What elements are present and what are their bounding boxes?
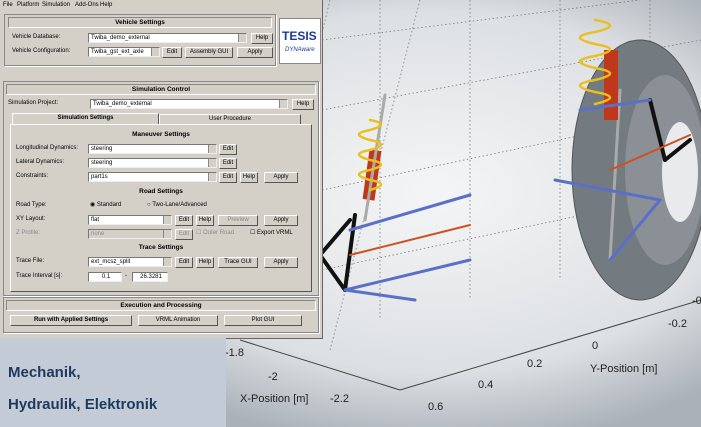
dropdown[interactable]: flat (88, 215, 172, 225)
y-tick-label: 0.4 (478, 379, 493, 391)
group-title: Maneuver Settings (12, 130, 310, 139)
y-tick-label: 0 (592, 340, 598, 352)
button[interactable]: Help (240, 172, 258, 183)
x-tick-label: -1.8 (225, 347, 244, 359)
button[interactable]: Help (251, 33, 273, 44)
separator: - (125, 272, 127, 281)
checkbox[interactable]: ☐ Export VRML (250, 229, 293, 238)
y-tick-label: 0.6 (428, 401, 443, 413)
button[interactable]: Edit (162, 47, 182, 58)
caption-panel: Mechanik, Hydraulik, Elektronik (0, 338, 226, 427)
dropdown[interactable]: none (88, 229, 172, 239)
label: XY Layout: (16, 215, 45, 224)
x-tick-label: -2 (268, 371, 278, 383)
checkbox[interactable]: ☐ Outer Road (196, 229, 234, 238)
section-title: Simulation Control (6, 84, 316, 95)
dropdown[interactable]: steering (88, 144, 217, 154)
label: Simulation Project: (8, 99, 58, 108)
button[interactable]: Preview (218, 215, 258, 226)
button[interactable]: Edit (175, 257, 193, 268)
menu-item[interactable]: Help (100, 1, 112, 10)
label: Vehicle Database: (12, 33, 60, 42)
dropdown[interactable]: Twiba_demo_external (88, 33, 247, 43)
radio[interactable]: ○ Two-Lane/Advanced (147, 201, 207, 210)
label: Constraints: (16, 172, 48, 181)
button[interactable]: Edit (219, 172, 237, 183)
button[interactable]: Assembly GUI (185, 47, 233, 58)
label: Lateral Dynamics: (16, 158, 64, 167)
text-field[interactable]: 0.1 (88, 272, 122, 282)
button[interactable]: Edit (219, 158, 237, 169)
label: Vehicle Configuration: (12, 47, 70, 56)
button[interactable]: Plot GUI (224, 315, 302, 326)
y-tick-label: -0.2 (668, 318, 687, 330)
caption-line: Hydraulik, Elektronik (8, 396, 157, 413)
group-title: Trace Settings (12, 243, 310, 252)
menu-item[interactable]: Add-Ons (75, 1, 99, 10)
screenshot: -1.8 -2 -2.2 X-Position [m] 0.6 0.4 0.2 … (0, 0, 701, 427)
y-axis-label: Y-Position [m] (590, 363, 657, 375)
dropdown[interactable]: part1s (88, 172, 217, 182)
logo: TESIS DYNAware (279, 18, 321, 64)
radio-label: Two-Lane/Advanced (152, 202, 207, 208)
menu-item[interactable]: Platform (17, 1, 39, 10)
logo-sub: DYNAware (285, 46, 315, 55)
button[interactable]: Help (196, 257, 214, 268)
y-tick-label: 0.2 (527, 358, 542, 370)
group-title: Road Settings (12, 187, 310, 196)
button[interactable]: Edit (175, 215, 193, 226)
button[interactable]: Apply (264, 172, 298, 183)
menu-item[interactable]: Simulation (42, 1, 70, 10)
label: Trace Interval [s]: (16, 272, 62, 281)
button[interactable]: Edit (175, 229, 193, 240)
menu-item[interactable]: File (3, 1, 13, 10)
caption-line: Mechanik, (8, 364, 81, 381)
button[interactable]: Run with Applied Settings (10, 315, 132, 326)
dropdown[interactable]: Twiba_gst_ext_axle (88, 47, 160, 57)
button[interactable]: Help (196, 215, 214, 226)
button[interactable]: Apply (264, 257, 298, 268)
tire (572, 40, 701, 300)
y-tick-label: -0 (692, 295, 701, 307)
checkbox-label: Outer Road (203, 230, 234, 236)
checkbox-label: Export VRML (257, 230, 293, 236)
radio-label: Standard (97, 202, 121, 208)
logo-name: TESIS (282, 30, 317, 43)
button[interactable]: Help (292, 99, 314, 110)
label: Trace File: (16, 257, 44, 266)
button[interactable]: Trace GUI (218, 257, 258, 268)
text-field[interactable]: 26.3281 (132, 272, 168, 282)
dropdown[interactable]: ext_mcsz_split (88, 257, 172, 267)
x-axis-label: X-Position [m] (240, 393, 308, 405)
label: Road Type: (16, 201, 47, 210)
section-title: Vehicle Settings (8, 17, 272, 28)
label: Longitudinal Dynamics: (16, 144, 78, 153)
dropdown[interactable]: steering (88, 158, 217, 168)
dropdown[interactable]: Twiba_demo_external (90, 99, 288, 109)
label: Z Profile: (16, 229, 40, 238)
tab[interactable]: Simulation Settings (12, 113, 159, 124)
x-tick-label: -2.2 (330, 393, 349, 405)
button[interactable]: VRML Animation (138, 315, 218, 326)
button[interactable]: Edit (219, 144, 237, 155)
section-title: Execution and Processing (6, 300, 316, 311)
dialog: File Platform Simulation Add-Ons Help Ve… (0, 0, 323, 339)
button[interactable]: Apply (237, 47, 273, 58)
radio[interactable]: ◉ Standard (90, 201, 121, 210)
button[interactable]: Apply (264, 215, 298, 226)
